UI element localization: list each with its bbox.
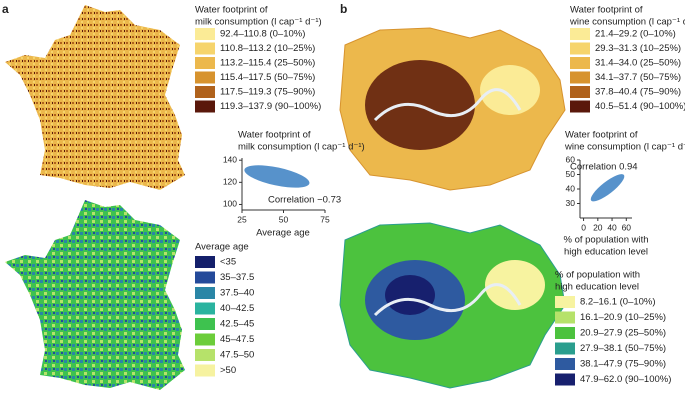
x-tick-label: 40 — [607, 222, 617, 232]
legend-swatch — [555, 373, 575, 386]
legend-label: 35–37.5 — [220, 272, 254, 283]
france-milk-map — [5, 5, 185, 190]
legend-label: 38.1–47.9 (75–90%) — [580, 359, 666, 370]
y-tick-label: 40 — [566, 183, 576, 193]
legend-label: 21.4–29.2 (0–10%) — [595, 29, 676, 40]
scatter-title: milk consumption (l cap⁻¹ d⁻¹) — [238, 142, 365, 153]
legend-label: 119.3–137.9 (90–100%) — [220, 101, 321, 112]
legend-swatch — [195, 349, 215, 361]
x-axis-label: high education level — [564, 247, 648, 258]
scatter-cloud — [590, 174, 625, 202]
legend-title: Water footprint of — [570, 5, 643, 16]
legend-label: <35 — [220, 257, 236, 268]
y-tick-label: 100 — [223, 199, 237, 209]
legend-swatch — [195, 333, 215, 346]
x-tick-label: 25 — [237, 214, 247, 224]
legend-title: Average age — [195, 242, 249, 253]
legend-label: 45–47.5 — [220, 334, 254, 345]
legend-swatch — [195, 42, 215, 55]
scatter-title: Water footprint of — [565, 130, 638, 141]
legend-swatch — [195, 287, 215, 299]
scatter-cloud — [244, 165, 310, 188]
legend-title: % of population with — [555, 270, 640, 281]
y-tick-label: 120 — [223, 177, 237, 187]
legend-label: 16.1–20.9 (10–25%) — [580, 312, 666, 323]
legend-swatch — [570, 57, 590, 69]
legend-label: 31.4–34.0 (25–50%) — [595, 58, 681, 69]
legend-label: 42.5–45 — [220, 319, 254, 330]
legend-label: 27.9–38.1 (50–75%) — [580, 343, 666, 354]
legend-swatch — [195, 302, 215, 315]
legend-swatch — [570, 28, 590, 40]
legend-label: >50 — [220, 365, 236, 376]
legend-swatch — [195, 57, 215, 69]
panel-label: b — [340, 2, 347, 16]
legend-title: Water footprint of — [195, 5, 268, 16]
legend-label: 110.8–113.2 (10–25%) — [220, 43, 315, 54]
legend-swatch — [570, 100, 590, 113]
legend-swatch — [195, 364, 215, 377]
x-axis-label: Average age — [256, 228, 310, 239]
y-tick-label: 140 — [223, 154, 237, 164]
legend-swatch — [195, 71, 215, 84]
legend-swatch — [195, 271, 215, 284]
legend-label: 8.2–16.1 (0–10%) — [580, 297, 656, 308]
legend-swatch — [195, 318, 215, 330]
x-tick-label: 60 — [622, 222, 632, 232]
london-edu-east — [485, 260, 545, 310]
legend-label: 92.4–110.8 (0–10%) — [220, 29, 305, 40]
y-tick-label: 30 — [566, 198, 576, 208]
legend-label: 40–42.5 — [220, 303, 254, 314]
thames-river — [373, 88, 522, 122]
legend-label: 115.4–117.5 (50–75%) — [220, 72, 315, 83]
legend-label: 47.5–50 — [220, 350, 254, 361]
legend-swatch — [195, 100, 215, 113]
legend-label: 113.2–115.4 (25–50%) — [220, 58, 315, 69]
france-age-map — [5, 200, 185, 390]
scatter-annotation: Correlation 0.94 — [570, 162, 638, 173]
legend-swatch — [555, 358, 575, 370]
legend-title: high education level — [555, 282, 639, 293]
legend-swatch — [555, 311, 575, 324]
london-edu-center — [385, 275, 435, 315]
legend-title: milk consumption (l cap⁻¹ d⁻¹) — [195, 17, 322, 28]
legend-swatch — [555, 296, 575, 308]
scatter-title: wine consumption (l cap⁻¹ d⁻¹) — [564, 142, 685, 153]
legend-label: 20.9–27.9 (25–50%) — [580, 328, 666, 339]
x-tick-label: 0 — [581, 222, 586, 232]
legend-swatch — [195, 86, 215, 98]
legend-swatch — [570, 86, 590, 98]
legend-label: 47.9–62.0 (90–100%) — [580, 374, 671, 385]
y-tick-label: 60 — [566, 154, 576, 164]
legend-swatch — [195, 28, 215, 40]
x-tick-label: 50 — [279, 214, 289, 224]
x-tick-label: 75 — [320, 214, 330, 224]
legend-label: 29.3–31.3 (10–25%) — [595, 43, 681, 54]
legend-label: 40.5–51.4 (90–100%) — [595, 101, 685, 112]
legend-label: 117.5–119.3 (75–90%) — [220, 87, 315, 98]
scatter-annotation: Correlation −0.73 — [268, 195, 341, 206]
legend-swatch — [570, 71, 590, 84]
legend-swatch — [570, 42, 590, 55]
x-tick-label: 20 — [593, 222, 603, 232]
legend-swatch — [555, 327, 575, 339]
legend-label: 37.5–40 — [220, 288, 254, 299]
panel-label: a — [2, 2, 9, 16]
legend-label: 34.1–37.7 (50–75%) — [595, 72, 681, 83]
legend-title: wine consumption (l cap⁻¹ d⁻¹) — [569, 17, 685, 28]
legend-label: 37.8–40.4 (75–90%) — [595, 87, 681, 98]
london-wine-east — [480, 65, 540, 115]
y-tick-label: 50 — [566, 169, 576, 179]
thames-river — [373, 283, 522, 317]
legend-swatch — [555, 342, 575, 355]
x-axis-label: % of population with — [563, 235, 648, 246]
legend-swatch — [195, 256, 215, 268]
scatter-title: Water footprint of — [238, 130, 311, 141]
